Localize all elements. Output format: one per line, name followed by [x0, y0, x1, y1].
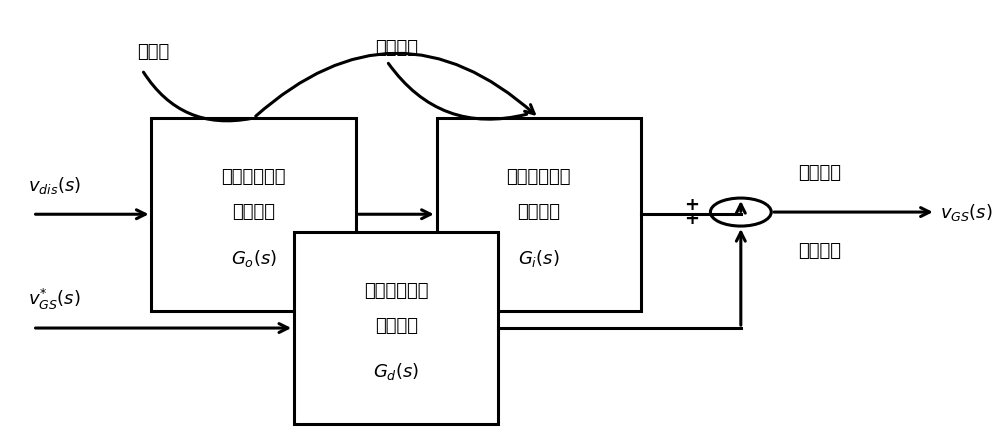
Text: 动态驱动回路: 动态驱动回路: [507, 168, 571, 186]
Bar: [151, 118, 356, 310]
Text: 传递函数: 传递函数: [375, 317, 418, 335]
Text: $v_{dis}(s)$: $v_{dis}(s)$: [28, 175, 81, 196]
Text: $G_i(s)$: $G_i(s)$: [518, 248, 560, 268]
Text: $v_{GS}(s)$: $v_{GS}(s)$: [940, 202, 993, 223]
Text: $v_{GS}^{*}(s)$: $v_{GS}^{*}(s)$: [28, 287, 81, 312]
FancyArrowPatch shape: [256, 53, 534, 116]
Text: 传递函数: 传递函数: [232, 203, 275, 221]
Text: $G_o(s)$: $G_o(s)$: [231, 248, 277, 268]
Text: 稳态分量: 稳态分量: [798, 243, 841, 260]
Text: +: +: [684, 196, 699, 214]
Text: $G_d(s)$: $G_d(s)$: [373, 361, 419, 382]
FancyArrowPatch shape: [388, 63, 527, 119]
Text: 干扰源: 干扰源: [137, 43, 169, 61]
Text: 稳态驱动回路: 稳态驱动回路: [364, 282, 429, 300]
Text: 干扰路径: 干扰路径: [375, 39, 418, 57]
Bar: [437, 118, 641, 310]
Text: 动态分量: 动态分量: [798, 164, 841, 182]
Text: 传递函数: 传递函数: [517, 203, 560, 221]
Text: +: +: [684, 210, 699, 228]
FancyArrowPatch shape: [143, 72, 251, 121]
Bar: [294, 232, 498, 424]
Text: 动态功率回路: 动态功率回路: [221, 168, 286, 186]
